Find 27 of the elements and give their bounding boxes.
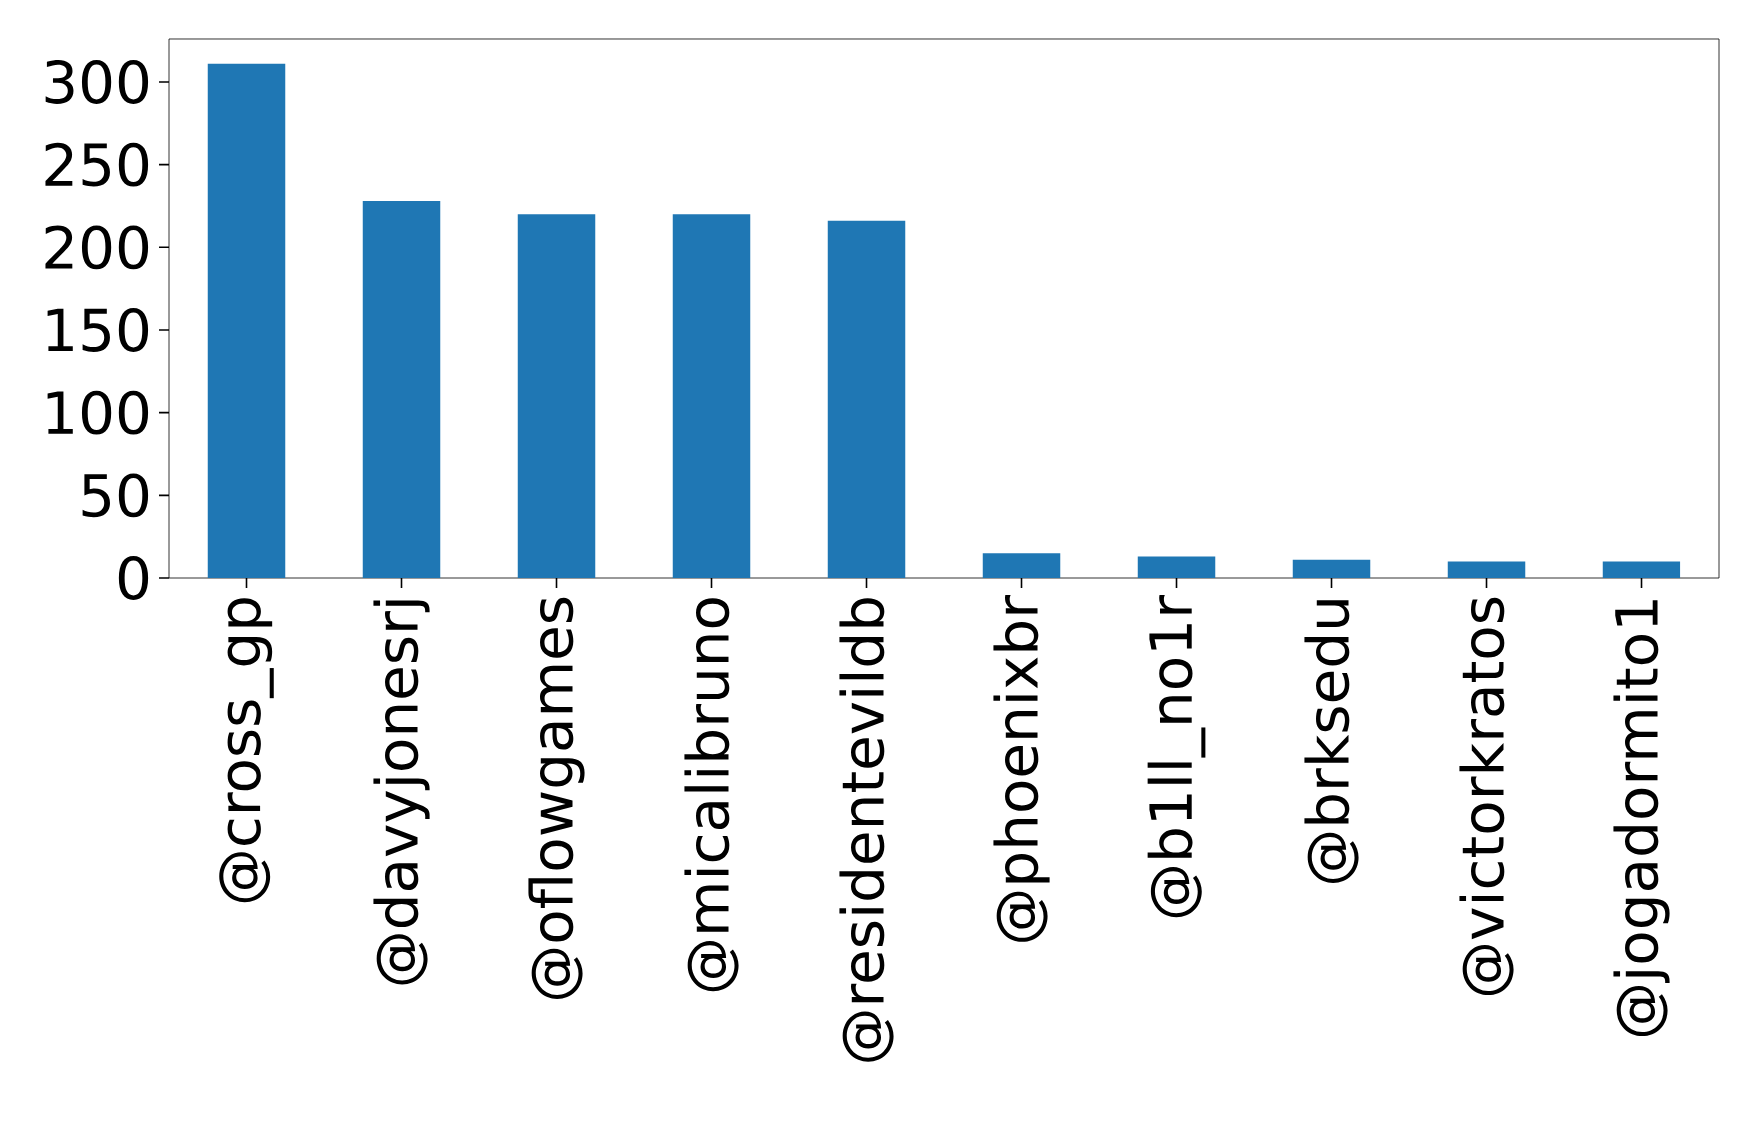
bar: [1292, 559, 1371, 578]
x-tick-label: @victorkratos: [1459, 597, 1514, 996]
x-tick-label: @b1ll_no1r: [1147, 595, 1206, 918]
y-tick-label: 100: [47, 390, 149, 435]
x-tick-label: @davyjonesrj: [373, 600, 430, 985]
bar: [827, 220, 906, 578]
y-tick-label: 150: [47, 308, 149, 352]
bar: [982, 553, 1061, 578]
y-tick-label: 200: [45, 225, 149, 270]
x-tick-label: @micalibruno: [684, 598, 739, 992]
x-tick-label: @jogadormito1: [1613, 600, 1670, 1037]
y-tick-label: 50: [82, 473, 149, 518]
x-tick-label: @brksedu: [1304, 600, 1359, 883]
bar: [1602, 561, 1681, 578]
bar: [362, 201, 441, 578]
y-tick-label: 300: [45, 60, 149, 104]
y-tick-label: 0: [118, 556, 149, 600]
bar: [207, 63, 286, 578]
bar: [517, 214, 596, 578]
bar: [1137, 556, 1216, 578]
x-tick-label: @oflowgames: [528, 597, 585, 999]
y-tick-label: 250: [45, 142, 149, 187]
x-tick-label: @cross_gp: [219, 598, 274, 903]
x-tick-label: @phoenixbr: [993, 595, 1050, 942]
bar: [672, 214, 751, 578]
bar: [1447, 561, 1526, 578]
x-tick-label: @residentevildb: [839, 598, 894, 1062]
